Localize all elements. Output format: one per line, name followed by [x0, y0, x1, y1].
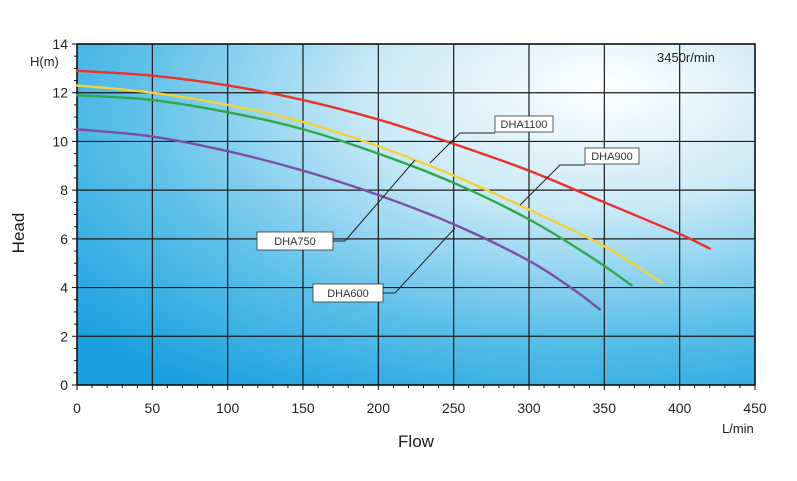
y-tick-label: 4 [60, 280, 68, 296]
series-line-dha750 [75, 93, 633, 287]
x-tick-label: 350 [593, 400, 617, 416]
series-label-leader [519, 164, 585, 206]
y-tick-label: 6 [60, 231, 68, 247]
x-tick-label: 400 [668, 400, 692, 416]
series-line-dha900 [75, 84, 663, 284]
x-tick-label: 300 [517, 400, 541, 416]
x-tick-label: 50 [145, 400, 161, 416]
y-axis-title: Head [9, 213, 28, 254]
series-label-leader [333, 159, 416, 242]
y-tick-label: 14 [52, 36, 68, 52]
series-label: DHA1100 [501, 119, 548, 131]
y-tick-label: 10 [52, 133, 68, 149]
x-tick-label: 250 [442, 400, 466, 416]
plot-background [77, 44, 755, 385]
series-label: DHA900 [591, 151, 633, 163]
series-label: DHA750 [274, 236, 316, 248]
x-tick-label: 0 [73, 400, 81, 416]
y-tick-label: 0 [60, 377, 68, 393]
axes [72, 43, 756, 390]
x-tick-label: 150 [291, 400, 315, 416]
x-tick-label: 100 [216, 400, 240, 416]
series-lines [75, 69, 711, 311]
y-tick-label: 2 [60, 328, 68, 344]
x-axis-title: Flow [398, 432, 435, 451]
speed-label: 3450r/min [657, 50, 715, 65]
series-label-leader [429, 132, 495, 164]
x-tick-labels: 0 50 100 150 200 250 300 350 400 450 [73, 400, 767, 416]
series-label-box [494, 115, 554, 133]
series-label-leader [383, 227, 456, 294]
y-tick-label: 12 [52, 85, 68, 101]
series-line-dha600 [75, 128, 602, 311]
x-tick-label: 200 [367, 400, 391, 416]
series-line-dha1100 [75, 69, 711, 250]
series-label-box [584, 147, 640, 165]
series-label: DHA600 [327, 288, 369, 300]
y-tick-labels: 0 2 4 6 8 10 12 14 [52, 36, 68, 393]
y-tick-label: 8 [60, 182, 68, 198]
series-labels: DHA1100 DHA900 DHA750 DHA600 [256, 115, 640, 303]
x-tick-label: 450 [743, 400, 767, 416]
x-unit-label: L/min [722, 421, 754, 436]
y-unit-label: H(m) [30, 54, 59, 69]
